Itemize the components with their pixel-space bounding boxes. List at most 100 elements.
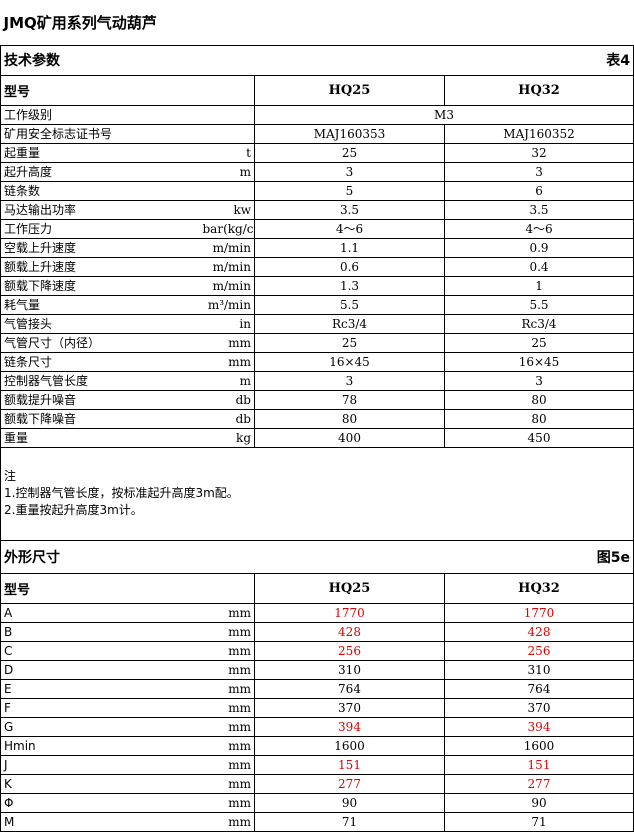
row-unit	[199, 123, 255, 144]
row-label: Φ	[0, 792, 200, 813]
section-tag: 表4	[606, 53, 631, 69]
value-cell: 1	[443, 275, 634, 296]
row-unit: m	[199, 161, 255, 182]
value-cell: 4～6	[443, 218, 634, 239]
page-title: JMQ矿用系列气动葫芦	[3, 13, 157, 32]
row-label: 控制器气管长度	[0, 370, 200, 391]
value-cell: 0.6	[254, 256, 445, 277]
row-label: F	[0, 697, 200, 718]
value-cell: 764	[443, 678, 634, 699]
value-cell: 1600	[443, 735, 634, 756]
row-label: B	[0, 621, 200, 642]
value-cell: 80	[443, 408, 634, 429]
value-cell: 277	[254, 773, 445, 794]
row-unit: mm	[199, 735, 255, 756]
notes-row: 注 1.控制器气管长度，按标准起升高度3m配。 2.重量按起升高度3m计。	[0, 446, 634, 541]
value-cell: M3	[253, 104, 634, 125]
row-unit: mm	[199, 351, 255, 372]
value-cell: 0.9	[443, 237, 634, 258]
row-unit: mm	[199, 640, 255, 661]
row-label: C	[0, 640, 200, 661]
value-cell: 394	[254, 716, 445, 737]
note-line: 1.控制器气管长度，按标准起升高度3m配。	[4, 486, 239, 500]
value-cell: 1770	[443, 602, 634, 623]
row-label: 额载下降速度	[0, 275, 200, 296]
row-unit: bar(kg/cm²)	[199, 218, 255, 239]
value-cell: 370	[443, 697, 634, 718]
value-cell: 1600	[254, 735, 445, 756]
row-label: Hmin	[0, 735, 200, 756]
data-row: 额载下降噪音 db 80 80	[0, 408, 634, 429]
value-cell: 80	[254, 408, 445, 429]
value-cell: 256	[254, 640, 445, 661]
value-cell: 25	[254, 332, 445, 353]
row-label: A	[0, 602, 200, 623]
row-label: 气管接头	[0, 313, 200, 334]
row-label: 起重量	[0, 142, 200, 163]
row-label: K	[0, 773, 200, 794]
value-cell: Rc3/4	[443, 313, 634, 334]
data-row: Hmin mm 1600 1600	[0, 735, 634, 756]
row-unit: m/min	[199, 237, 255, 258]
data-row: 气管尺寸（内径） mm 25 25	[0, 332, 634, 353]
value-cell: 90	[443, 792, 634, 813]
header-cell: 型号	[0, 572, 255, 604]
value-cell: 71	[443, 811, 634, 832]
value-cell: 3	[443, 370, 634, 391]
row-unit	[199, 104, 255, 125]
row-unit: in	[199, 313, 255, 334]
value-cell: 400	[254, 427, 445, 448]
data-row: 控制器气管长度 m 3 3	[0, 370, 634, 391]
section-row: 表4 技术参数	[0, 44, 634, 76]
row-unit: mm	[199, 621, 255, 642]
value-cell: 1770	[254, 602, 445, 623]
row-label: M	[0, 811, 200, 832]
value-cell: 310	[443, 659, 634, 680]
row-label: 链条尺寸	[0, 351, 200, 372]
data-row: 耗气量 m³/min 5.5 5.5	[0, 294, 634, 315]
value-cell: 5.5	[443, 294, 634, 315]
section-row: 图5e 外形尺寸	[0, 539, 634, 574]
row-unit: kw	[199, 199, 255, 220]
row-unit: mm	[199, 697, 255, 718]
value-cell: 71	[254, 811, 445, 832]
row-unit: m/min	[199, 256, 255, 277]
value-cell: 3.5	[254, 199, 445, 220]
value-cell: 1.3	[254, 275, 445, 296]
header-cell: HQ32	[443, 74, 634, 106]
row-unit: mm	[199, 716, 255, 737]
notes: 注 1.控制器气管长度，按标准起升高度3m配。 2.重量按起升高度3m计。	[0, 446, 634, 541]
row-label: 空载上升速度	[0, 237, 200, 258]
value-cell: 764	[254, 678, 445, 699]
header-row: 型号 HQ25 HQ32	[0, 572, 634, 604]
value-cell: 1.1	[254, 237, 445, 258]
value-cell: MAJ160353	[254, 123, 445, 144]
section-title: 表4 技术参数	[0, 44, 634, 76]
value-cell: MAJ160352	[443, 123, 634, 144]
value-cell: 25	[254, 142, 445, 163]
value-cell: 3	[443, 161, 634, 182]
value-cell: 78	[254, 389, 445, 410]
value-cell: 394	[443, 716, 634, 737]
data-row: 起重量 t 25 32	[0, 142, 634, 163]
row-label: 链条数	[0, 180, 200, 201]
value-cell: 450	[443, 427, 634, 448]
data-row: 额载下降速度 m/min 1.3 1	[0, 275, 634, 296]
data-row: 马达输出功率 kw 3.5 3.5	[0, 199, 634, 220]
row-label: E	[0, 678, 200, 699]
row-unit: db	[199, 408, 255, 429]
row-unit: mm	[199, 659, 255, 680]
value-cell: 32	[443, 142, 634, 163]
value-cell: 5	[254, 180, 445, 201]
data-row: 工作级别 M3	[0, 104, 634, 125]
value-cell: 370	[254, 697, 445, 718]
row-label: 工作级别	[0, 104, 200, 125]
